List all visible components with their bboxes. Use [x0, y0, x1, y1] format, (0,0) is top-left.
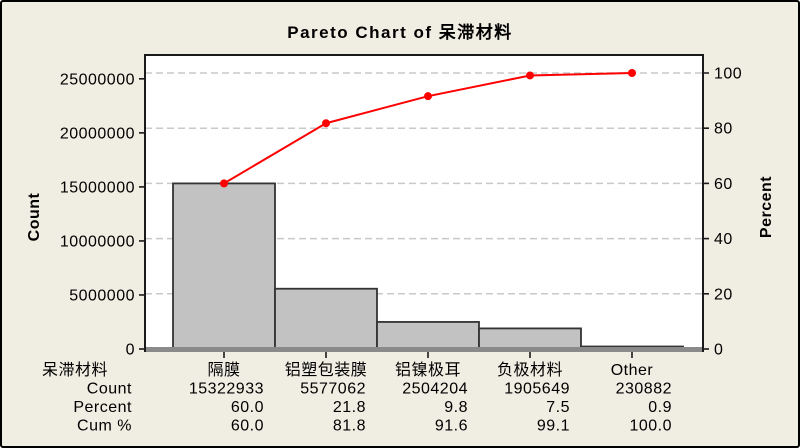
left-tick-label-15000000: 15000000 [60, 179, 135, 196]
bar-铝镍极耳 [376, 321, 480, 350]
left-tick-label-5000000: 5000000 [69, 287, 135, 304]
table-cell-r0-c2: 铝镍极耳 [395, 361, 461, 379]
table-cell-r0-c4: Other [611, 362, 654, 379]
table-cell-r3-c0: 60.0 [231, 418, 264, 435]
table-cell-r2-c2: 9.8 [444, 399, 468, 416]
table-cell-r3-c2: 91.6 [435, 418, 468, 435]
table-cell-r1-c4: 230882 [616, 381, 672, 398]
cumulative-point-Other [628, 69, 636, 77]
table-cell-r0-c1: 铝塑包装膜 [285, 361, 368, 379]
bar-负极材料 [478, 327, 582, 350]
right-tick-label-40: 40 [714, 231, 733, 248]
table-row-label-2: Percent [73, 399, 132, 416]
table-cell-r3-c3: 99.1 [537, 418, 570, 435]
cumulative-point-隔膜 [220, 179, 228, 188]
table-cell-r3-c4: 100.0 [629, 418, 672, 435]
cumulative-point-铝塑包装膜 [322, 119, 330, 128]
right-tick-label-0: 0 [714, 342, 723, 359]
table-cell-r1-c2: 2504204 [402, 381, 468, 398]
x-axis-line [145, 347, 703, 352]
table-row-label-3: Cum % [77, 418, 132, 435]
table-cell-r3-c1: 81.8 [333, 418, 366, 435]
table-cell-r1-c0: 15322933 [189, 381, 264, 398]
bar-铝塑包装膜 [274, 287, 378, 350]
bar-隔膜 [172, 182, 276, 350]
table-cell-r2-c1: 21.8 [333, 399, 366, 416]
table-row-label-1: Count [87, 381, 132, 398]
table-cell-r1-c3: 1905649 [504, 381, 570, 398]
chart-title: Pareto Chart of 呆滞材料 [287, 23, 513, 42]
right-tick-label-80: 80 [714, 121, 733, 138]
table-cell-r2-c0: 60.0 [231, 399, 264, 416]
table-cell-r2-c3: 7.5 [546, 399, 570, 416]
left-tick-label-10000000: 10000000 [60, 233, 135, 250]
plot-border [144, 54, 704, 352]
left-tick-label-25000000: 25000000 [60, 71, 135, 88]
right-tick-label-60: 60 [714, 176, 733, 193]
right-tick-label-100: 100 [714, 66, 742, 83]
table-cell-r0-c0: 隔膜 [207, 361, 240, 379]
table-cell-r2-c4: 0.9 [648, 399, 672, 416]
cumulative-point-铝镍极耳 [424, 92, 432, 101]
table-row-label-0: 呆滞材料 [42, 361, 108, 379]
table-cell-r1-c1: 5577062 [300, 381, 366, 398]
left-tick-label-20000000: 20000000 [60, 125, 135, 142]
left-tick-label-0: 0 [126, 342, 135, 359]
cumulative-point-负极材料 [526, 71, 534, 80]
right-tick-label-20: 20 [714, 286, 733, 303]
table-cell-r0-c3: 负极材料 [497, 361, 563, 379]
